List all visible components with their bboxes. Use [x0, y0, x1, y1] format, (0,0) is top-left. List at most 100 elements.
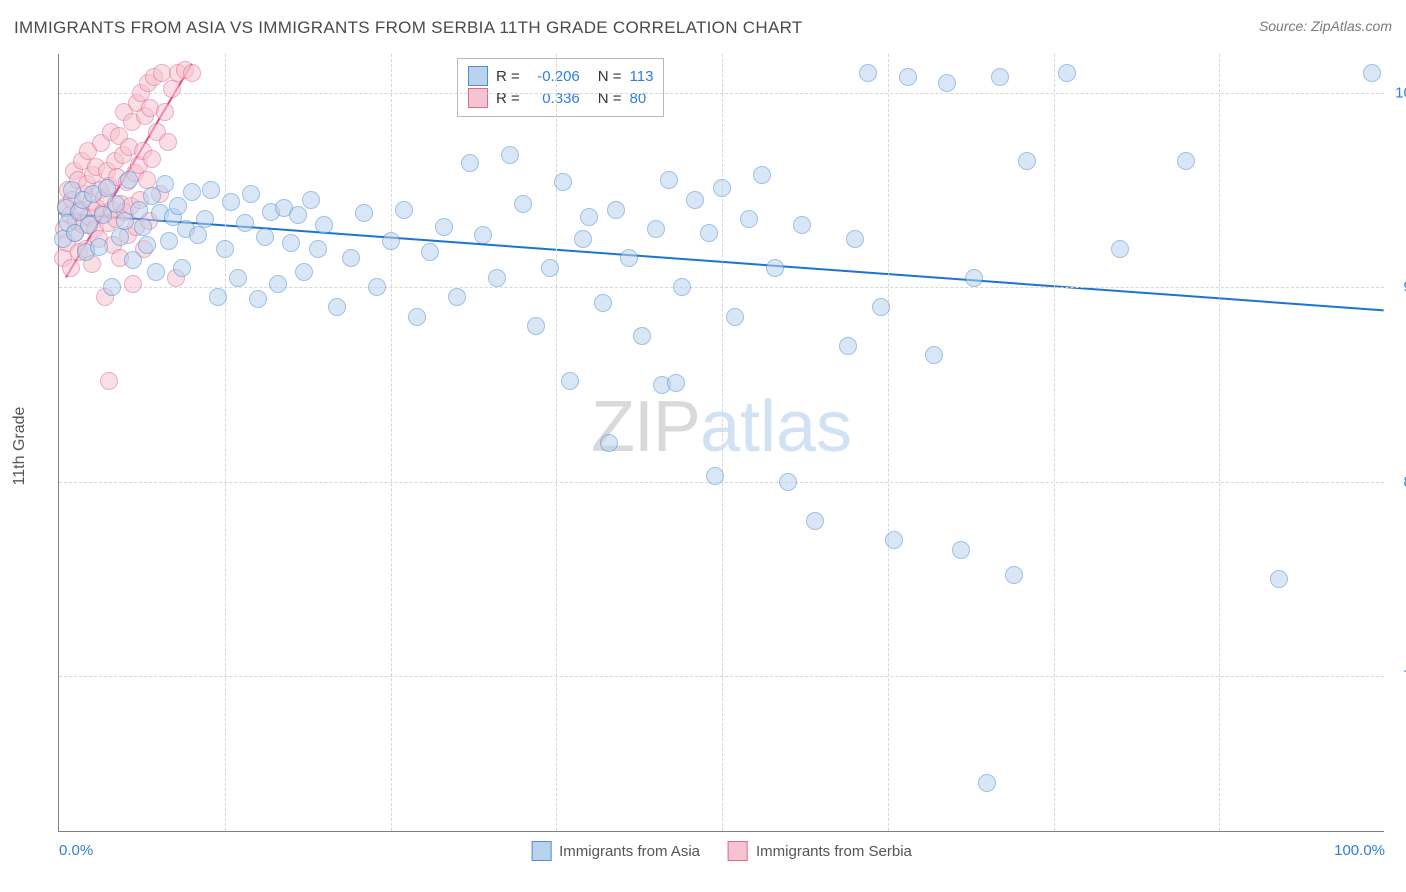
serbia-swatch [468, 88, 488, 108]
asia-point [1177, 152, 1195, 170]
asia-point [282, 234, 300, 252]
n-value: 113 [630, 68, 654, 85]
asia-point [872, 298, 890, 316]
gridline-vertical [888, 54, 889, 831]
asia-point [448, 288, 466, 306]
y-tick-label: 100.0% [1395, 84, 1406, 101]
asia-point [952, 541, 970, 559]
asia-point [766, 259, 784, 277]
asia-point [120, 171, 138, 189]
gridline-vertical [391, 54, 392, 831]
gridline-vertical [1054, 54, 1055, 831]
asia-point [342, 249, 360, 267]
asia-point [461, 154, 479, 172]
chart-title: IMMIGRANTS FROM ASIA VS IMMIGRANTS FROM … [14, 18, 803, 38]
asia-point [256, 228, 274, 246]
asia-point [667, 374, 685, 392]
asia-point [647, 220, 665, 238]
asia-point [793, 216, 811, 234]
asia-point [885, 531, 903, 549]
asia-point [134, 218, 152, 236]
asia-point [242, 185, 260, 203]
asia-point [202, 181, 220, 199]
watermark-part1: ZIP [591, 387, 700, 467]
asia-point [1270, 570, 1288, 588]
asia-point [713, 179, 731, 197]
asia-point [488, 269, 506, 287]
asia-point [435, 218, 453, 236]
asia-point [978, 774, 996, 792]
asia-point [328, 298, 346, 316]
asia-point [249, 290, 267, 308]
asia-point [269, 275, 287, 293]
asia-point [295, 263, 313, 281]
asia-point [607, 201, 625, 219]
legend-item-asia: Immigrants from Asia [531, 841, 700, 861]
asia-point [421, 243, 439, 261]
asia-point [706, 467, 724, 485]
asia-point [1363, 64, 1381, 82]
asia-point [196, 210, 214, 228]
asia-point [938, 74, 956, 92]
asia-point [594, 294, 612, 312]
asia-point [686, 191, 704, 209]
asia-point [527, 317, 545, 335]
asia-point [160, 232, 178, 250]
x-tick-label: 0.0% [59, 842, 93, 859]
asia-point [474, 226, 492, 244]
asia-point [740, 210, 758, 228]
asia-point [991, 68, 1009, 86]
asia-point [138, 236, 156, 254]
asia-point [169, 197, 187, 215]
gridline-vertical [722, 54, 723, 831]
gridline-vertical [556, 54, 557, 831]
asia-point [633, 327, 651, 345]
gridline-vertical [225, 54, 226, 831]
asia-point [111, 228, 129, 246]
asia-point [107, 195, 125, 213]
asia-point [408, 308, 426, 326]
x-tick-label: 100.0% [1334, 842, 1385, 859]
plot-area: ZIPatlas R =-0.206N =113R =0.336N =80 Im… [58, 54, 1384, 832]
serbia-swatch [728, 841, 748, 861]
serbia-point [100, 372, 118, 390]
asia-point [355, 204, 373, 222]
asia-point [501, 146, 519, 164]
asia-point [216, 240, 234, 258]
asia-point [561, 372, 579, 390]
asia-point [124, 251, 142, 269]
asia-point [130, 201, 148, 219]
asia-point [726, 308, 744, 326]
asia-point [673, 278, 691, 296]
correlation-legend: R =-0.206N =113R =0.336N =80 [457, 58, 664, 117]
asia-point [103, 278, 121, 296]
asia-point [554, 173, 572, 191]
r-label: R = [496, 68, 520, 85]
asia-point [514, 195, 532, 213]
asia-point [806, 512, 824, 530]
asia-point [574, 230, 592, 248]
asia-point [700, 224, 718, 242]
asia-point [302, 191, 320, 209]
legend-label: Immigrants from Asia [559, 843, 700, 860]
asia-point [395, 201, 413, 219]
asia-point [236, 214, 254, 232]
asia-point [620, 249, 638, 267]
asia-point [859, 64, 877, 82]
serbia-point [183, 64, 201, 82]
asia-point [368, 278, 386, 296]
r-value: -0.206 [528, 68, 580, 85]
asia-point [209, 288, 227, 306]
asia-point [147, 263, 165, 281]
asia-point [173, 259, 191, 277]
asia-point [1005, 566, 1023, 584]
asia-point [779, 473, 797, 491]
legend-row-asia: R =-0.206N =113 [468, 66, 653, 86]
asia-point [753, 166, 771, 184]
source-attribution: Source: ZipAtlas.com [1259, 18, 1392, 34]
asia-point [660, 171, 678, 189]
series-legend: Immigrants from Asia Immigrants from Serb… [531, 841, 912, 861]
legend-label: Immigrants from Serbia [756, 843, 912, 860]
legend-row-serbia: R =0.336N =80 [468, 88, 653, 108]
serbia-point [163, 80, 181, 98]
